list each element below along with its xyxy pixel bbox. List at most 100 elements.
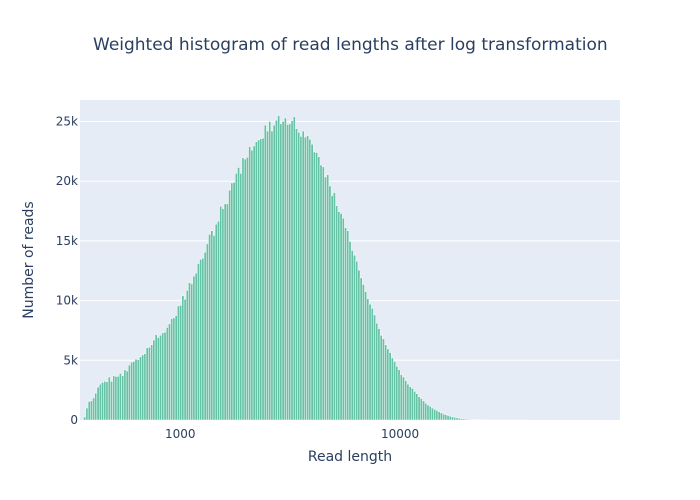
histogram-bar [451,416,454,421]
histogram-bar [388,352,392,421]
histogram-bar [128,364,131,421]
histogram-bar [125,370,129,421]
y-tick-labels: 0 5k 10k 15k 20k 25k [56,114,78,427]
histogram-bar [266,130,269,421]
histogram-bar [145,347,149,421]
histogram-bar [284,117,287,421]
histogram-bar [98,383,102,421]
histogram-bar [185,290,189,421]
histogram-bar [373,314,376,421]
histogram-bar [192,275,196,421]
histogram-bar [321,166,325,421]
histogram-bar [406,383,410,421]
histogram-bar [317,156,321,421]
histogram-bar [390,357,394,421]
y-axis-title: Number of reads [21,201,37,318]
histogram-bar [230,182,234,421]
histogram-bar [382,338,385,421]
histogram-bar [368,303,372,421]
histogram-bar [399,374,403,421]
histogram-bar [179,305,182,421]
histogram-bar [226,203,229,421]
histogram-bar [310,143,314,421]
histogram-bar [448,415,452,421]
histogram-bar [301,130,305,421]
y-tick-label: 20k [56,174,78,188]
histogram-bar [101,382,104,421]
histogram-bar [379,334,383,421]
histogram-bar [214,223,218,421]
histogram-bar [203,252,207,421]
histogram-bar [85,407,89,421]
histogram-bar [468,419,472,421]
histogram-bar [154,334,158,421]
histogram-bar [277,115,281,421]
histogram-bar [210,230,214,421]
histogram-bar [172,317,176,421]
histogram-bar [143,353,147,421]
histogram-bar [433,409,437,421]
histogram-bar [426,404,430,421]
histogram-bar [348,241,352,421]
histogram-bar [362,284,365,421]
histogram-bar [96,386,100,421]
histogram-bar [206,243,209,421]
histogram-bar [386,348,390,421]
histogram-bar [428,406,432,421]
histogram-bar [431,407,434,421]
histogram-bar [344,227,347,421]
histogram-bar [123,369,127,421]
histogram-bar [241,157,245,421]
histogram-bar [359,277,363,421]
histogram-bar [290,120,294,421]
histogram-bar [237,167,240,421]
histogram-bar [455,417,459,421]
histogram-bar [119,373,122,421]
histogram-bar [150,344,154,421]
histogram-bar [116,376,120,421]
y-tick-label: 0 [70,413,78,427]
histogram-bar [161,332,165,421]
histogram-bar [415,393,419,421]
histogram-bar [163,332,167,421]
y-tick-label: 5k [63,353,78,367]
histogram-bar [444,414,448,421]
histogram-bar [219,206,223,421]
histogram-bar [335,205,338,421]
x-axis-title: Read length [308,449,392,465]
y-tick-label: 25k [56,114,78,128]
histogram-bar [370,308,374,421]
histogram-bar [268,121,272,421]
histogram-bar [201,257,205,421]
histogram-bar [94,392,98,421]
histogram-bar [417,396,421,421]
histogram-bar [413,391,416,421]
histogram-bar [299,136,303,421]
histogram-bar [440,412,443,421]
histogram-bar [471,419,474,421]
histogram-bar [114,376,118,421]
histogram-bar [366,298,370,421]
histogram-bar [90,400,93,421]
histogram-bar [308,139,312,421]
histogram-bar [134,358,138,421]
histogram-bar [424,403,428,421]
histogram-bar [295,128,298,421]
histogram-bar [228,189,231,421]
histogram-bar [188,282,191,421]
histogram-bar [333,192,336,421]
histogram-bar [252,145,256,421]
histogram-bar [346,230,350,421]
histogram-bar [466,418,470,421]
histogram-bar [136,359,140,421]
histogram-bar [324,176,327,421]
histogram-bar [190,283,194,421]
histogram-bar [306,135,309,421]
histogram-bar [341,217,345,421]
histogram-bar [422,400,425,421]
histogram-bar [157,337,160,421]
histogram-bar [83,416,86,421]
histogram-bar [174,315,178,421]
histogram-bar [217,220,220,421]
histogram-bar [453,417,457,421]
